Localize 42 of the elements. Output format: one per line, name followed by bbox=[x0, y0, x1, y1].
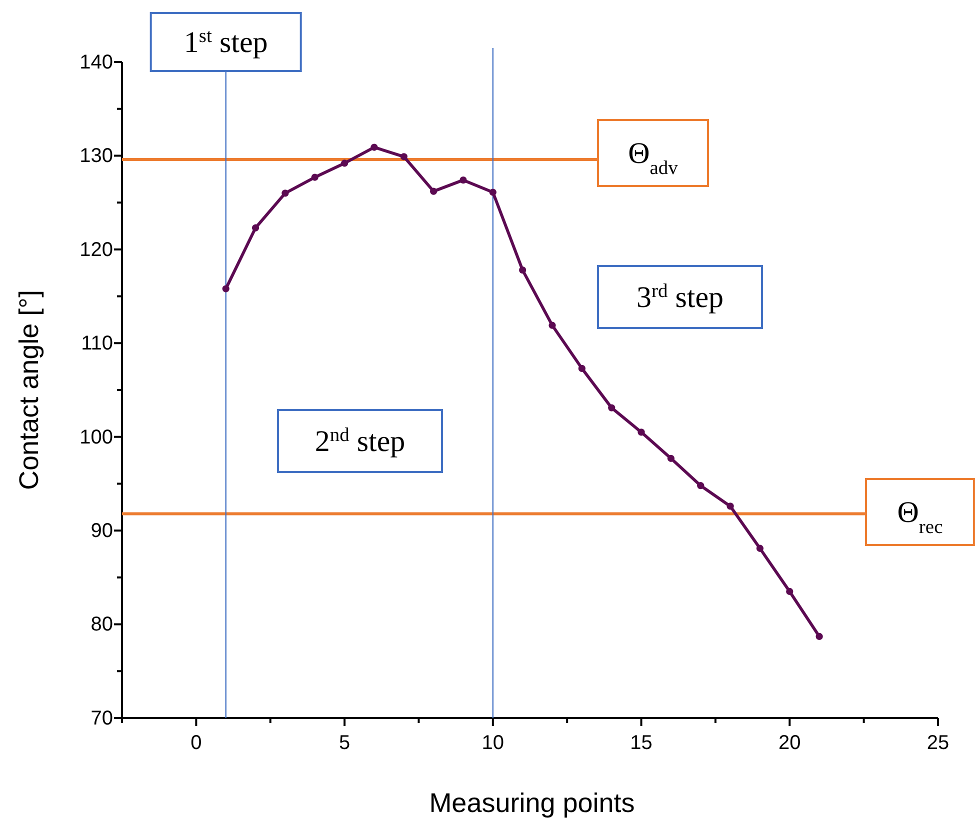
x-axis-title: Measuring points bbox=[429, 788, 635, 818]
x-tick-label: 15 bbox=[630, 732, 652, 754]
point bbox=[340, 160, 348, 167]
point bbox=[726, 502, 734, 510]
point bbox=[519, 266, 526, 274]
ref-line-label: Θ$_{adv}$ bbox=[628, 137, 678, 178]
point bbox=[638, 428, 645, 436]
annotation: 3$^{rd}$ step bbox=[636, 280, 724, 314]
y-tick-label: 90 bbox=[90, 520, 113, 542]
point bbox=[282, 190, 289, 197]
point bbox=[608, 404, 616, 412]
point bbox=[311, 174, 318, 181]
y-tick-label: 80 bbox=[90, 614, 113, 636]
y-tick-label: 140 bbox=[80, 51, 113, 74]
y-axis-title: Contact angle [°] bbox=[14, 290, 44, 490]
x-tick-label: 20 bbox=[778, 732, 801, 754]
point bbox=[489, 188, 496, 196]
ref-line-label: Θ$_{rec}$ bbox=[897, 496, 944, 538]
point bbox=[786, 588, 794, 596]
point bbox=[697, 482, 704, 490]
x-tick-label: 5 bbox=[338, 732, 350, 754]
point bbox=[222, 285, 230, 292]
point bbox=[756, 544, 764, 552]
point bbox=[667, 454, 675, 462]
y-tick-label: 110 bbox=[81, 332, 113, 355]
point bbox=[460, 176, 467, 184]
point bbox=[578, 364, 586, 372]
point bbox=[816, 632, 823, 640]
y-tick-label: 100 bbox=[80, 426, 113, 448]
y-tick-label: 130 bbox=[80, 145, 113, 168]
point bbox=[548, 322, 556, 329]
x-tick-label: 25 bbox=[926, 732, 950, 754]
annotation: 2$^{nd}$ step bbox=[314, 424, 406, 458]
point bbox=[430, 188, 438, 195]
point bbox=[370, 144, 378, 151]
y-tick-label: 70 bbox=[90, 707, 113, 730]
y-tick-label: 120 bbox=[80, 238, 113, 261]
point bbox=[252, 224, 260, 232]
point bbox=[400, 153, 408, 160]
x-tick-label: 0 bbox=[190, 732, 202, 754]
x-tick-label: 10 bbox=[482, 732, 504, 754]
ref-line-label: 1$^{st}$ step bbox=[184, 26, 268, 59]
